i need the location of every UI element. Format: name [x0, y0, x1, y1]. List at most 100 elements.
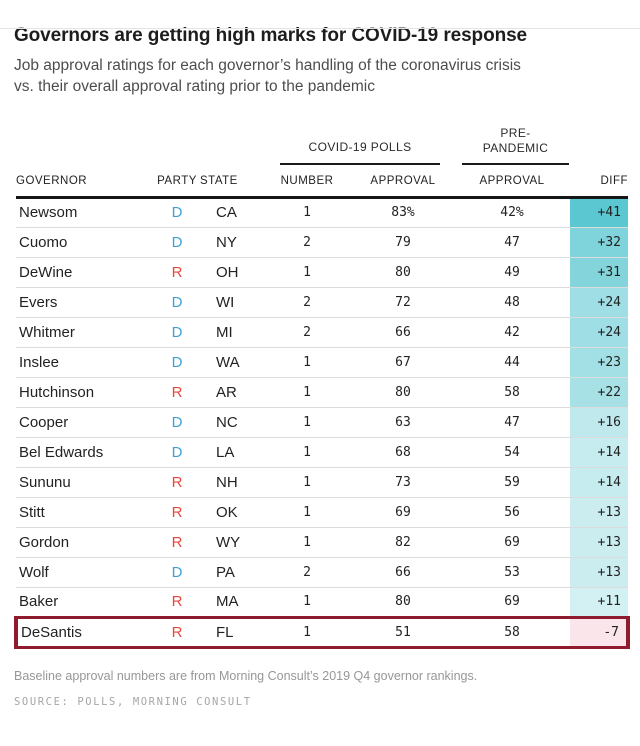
party-cell: D [154, 436, 200, 468]
party-cell: R [154, 586, 200, 618]
state-cell: MI [200, 316, 262, 348]
governor-cell: DeWine [16, 256, 154, 288]
state-cell: NH [200, 466, 262, 498]
covid-approval-cell: 73 [352, 466, 455, 498]
state-cell: WY [200, 526, 262, 558]
party-cell: R [154, 466, 200, 498]
party-cell: R [154, 615, 200, 649]
page-title: Governors are getting high marks for COV… [14, 25, 528, 46]
state-cell: OK [200, 496, 262, 528]
diff-cell: +14 [570, 466, 629, 498]
governor-cell: Hutchinson [16, 376, 154, 408]
subtitle-line-1: Job approval ratings for each governor’s… [14, 56, 521, 74]
table-header: COVID-19 POLLS PRE-PANDEMIC GOVERNOR PAR… [16, 121, 629, 199]
baseline-footnote: Baseline approval numbers are from Morni… [14, 668, 478, 683]
covid-approval-cell: 68 [352, 436, 455, 468]
prepandemic-approval-cell: 58 [454, 376, 571, 408]
governor-cell: Evers [16, 286, 154, 318]
poll-number-cell: 1 [262, 586, 352, 618]
diff-cell: +13 [570, 556, 629, 588]
governor-cell: Newsom [19, 204, 78, 222]
party-cell: R [154, 526, 200, 558]
column-header-diff: DIFF [570, 164, 629, 199]
diff-cell: +13 [570, 496, 629, 528]
poll-number-cell: 2 [262, 316, 352, 348]
poll-number-cell: 2 [262, 556, 352, 588]
covid-approval-cell: 63 [352, 406, 455, 438]
covid-approval-cell: 67 [352, 346, 455, 378]
prepandemic-approval-cell: 69 [454, 586, 571, 618]
table-row: Cooper D NC 1 63 47 +16 [16, 406, 629, 438]
governor-cell: Sununu [16, 466, 154, 498]
governor-cell: Bel Edwards [16, 436, 154, 468]
source-line: SOURCE: POLLS, MORNING CONSULT [14, 695, 252, 708]
party-cell: D [171, 204, 183, 222]
party-cell: D [154, 346, 200, 378]
state-cell: FL [200, 615, 262, 649]
diff-cell: +31 [570, 256, 629, 288]
prepandemic-approval-cell: 47 [454, 226, 571, 258]
diff-cell: +13 [570, 526, 629, 558]
table-row: Baker R MA 1 80 69 +11 [16, 586, 629, 618]
state-cell: AR [200, 376, 262, 408]
party-cell: R [154, 376, 200, 408]
table-row: Inslee D WA 1 67 44 +23 [16, 346, 629, 378]
covid-approval-cell: 82 [352, 526, 455, 558]
column-header-party: PARTY [154, 164, 200, 199]
poll-number-cell: 1 [303, 205, 311, 221]
governor-cell: Cooper [16, 406, 154, 438]
prepandemic-approval-cell: 44 [454, 346, 571, 378]
table-row: Sununu R NH 1 73 59 +14 [16, 466, 629, 498]
covid-approval-cell: 69 [352, 496, 455, 528]
poll-number-cell: 1 [262, 376, 352, 408]
prepandemic-approval-cell: 48 [454, 286, 571, 318]
covid-approval-cell: 79 [352, 226, 455, 258]
state-cell: NC [200, 406, 262, 438]
diff-cell: +41 [570, 197, 629, 228]
column-header-number: NUMBER [262, 164, 352, 199]
covid-approval-cell: 80 [352, 376, 455, 408]
covid-approval-cell: 72 [352, 286, 455, 318]
prepandemic-approval-cell: 47 [454, 406, 571, 438]
party-cell: D [154, 556, 200, 588]
governor-cell: Inslee [16, 346, 154, 378]
diff-cell: +23 [570, 346, 629, 378]
group-header-row: COVID-19 POLLS PRE-PANDEMIC [16, 121, 628, 165]
covid-approval-cell: 66 [352, 316, 455, 348]
state-cell: PA [200, 556, 262, 588]
table-row: Stitt R OK 1 69 56 +13 [16, 496, 629, 528]
group-spacer [16, 121, 262, 165]
prepandemic-group-label: PRE-PANDEMIC [482, 125, 549, 155]
poll-number-cell: 1 [262, 346, 352, 378]
state-cell: WI [200, 286, 262, 318]
prepandemic-approval-cell: 49 [454, 256, 571, 288]
table-row: Hutchinson R AR 1 80 58 +22 [16, 376, 629, 408]
prepandemic-approval-cell: 42 [454, 316, 571, 348]
prepandemic-approval-cell: 59 [454, 466, 571, 498]
state-cell: CA [216, 204, 237, 222]
page: Governors are getting high marks for COV… [0, 24, 640, 708]
table-row: Newsom D CA 1 83% 42% +41 [16, 197, 629, 228]
governor-cell: Cuomo [16, 226, 154, 258]
column-header-covid-approval: APPROVAL [352, 164, 455, 199]
governor-cell: DeSantis [14, 615, 154, 649]
poll-number-cell: 1 [262, 496, 352, 528]
prepandemic-approval-cell: 54 [454, 436, 571, 468]
state-cell: LA [200, 436, 262, 468]
table-row: Cuomo D NY 2 79 47 +32 [16, 226, 629, 258]
covid-polls-group-header: COVID-19 POLLS [262, 121, 454, 165]
poll-number-cell: 1 [262, 526, 352, 558]
party-cell: D [154, 316, 200, 348]
prepandemic-approval-cell: 69 [454, 526, 571, 558]
column-header-row: GOVERNOR PARTY STATE NUMBER APPROVAL APP… [16, 164, 629, 199]
table-row: DeSantis R FL 1 51 58 -7 [14, 615, 631, 649]
covid-approval-cell: 80 [352, 586, 455, 618]
covid-approval-cell: 80 [352, 256, 455, 288]
party-cell: R [154, 256, 200, 288]
governor-cell: Stitt [16, 496, 154, 528]
diff-cell: +24 [570, 286, 629, 318]
table-row: Evers D WI 2 72 48 +24 [16, 286, 629, 318]
poll-number-cell: 1 [262, 256, 352, 288]
column-header-governor: GOVERNOR [16, 164, 154, 199]
state-cell: WA [200, 346, 262, 378]
